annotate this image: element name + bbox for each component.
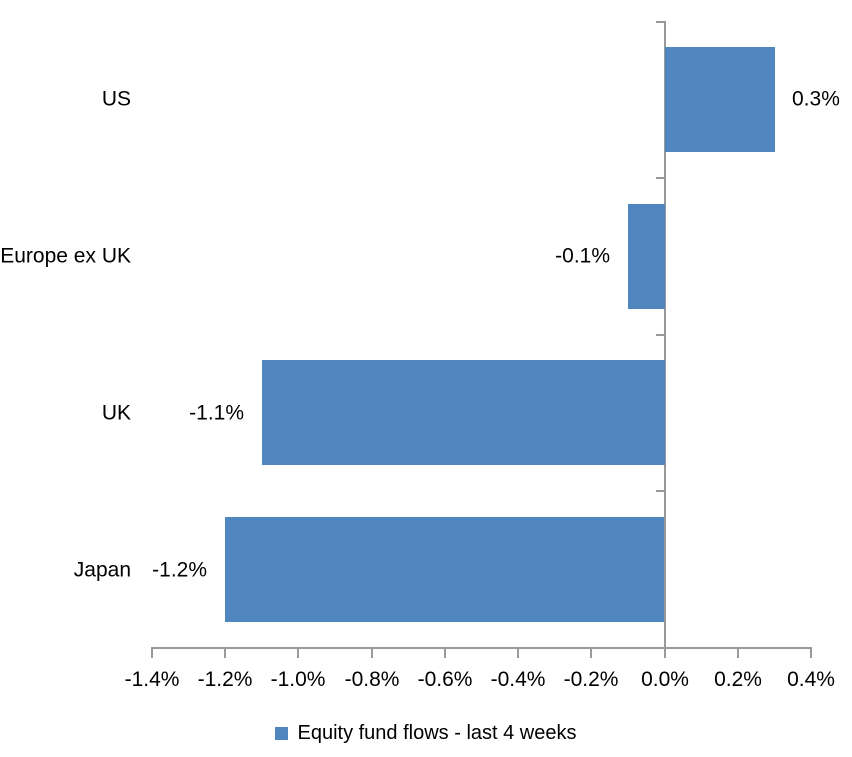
x-axis-tick <box>590 648 592 658</box>
category-label-europe-ex-uk: Europe ex UK <box>0 244 131 268</box>
category-label-japan: Japan <box>73 558 131 582</box>
x-axis-tick-label: -1.0% <box>270 668 326 691</box>
bar-us <box>665 47 775 152</box>
value-label-us: 0.3% <box>792 87 840 111</box>
legend-swatch-icon <box>275 726 289 740</box>
x-axis-tick-label: -0.6% <box>417 668 473 691</box>
y-axis-tick <box>656 334 664 336</box>
bar-europe-ex-uk <box>628 204 665 309</box>
x-axis-tick-label: 0.2% <box>714 668 762 691</box>
category-label-uk: UK <box>101 401 131 425</box>
legend: Equity fund flows - last 4 weeks <box>0 721 852 745</box>
bar-japan <box>225 517 664 622</box>
x-axis-tick <box>664 648 666 658</box>
x-axis-line <box>151 647 812 649</box>
x-axis-tick-label: -0.2% <box>563 668 619 691</box>
y-axis-tick <box>656 21 664 23</box>
value-label-europe-ex-uk: -0.1% <box>555 244 610 268</box>
y-axis-tick <box>656 490 664 492</box>
x-axis-tick <box>297 648 299 658</box>
x-axis-tick-label: 0.0% <box>641 668 689 691</box>
x-axis-tick <box>151 648 153 658</box>
x-axis-tick-label: -0.8% <box>344 668 400 691</box>
bar-uk <box>262 360 665 465</box>
x-axis-tick-label: -0.4% <box>490 668 546 691</box>
legend-label: Equity fund flows - last 4 weeks <box>297 722 577 744</box>
category-label-us: US <box>101 87 131 111</box>
value-label-uk: -1.1% <box>189 401 244 425</box>
y-axis-tick <box>656 177 664 179</box>
x-axis-tick-label: -1.2% <box>197 668 253 691</box>
x-axis-tick <box>810 648 812 658</box>
x-axis-tick <box>224 648 226 658</box>
value-label-japan: -1.2% <box>152 558 207 582</box>
y-axis-line <box>664 21 666 648</box>
x-axis-tick <box>737 648 739 658</box>
x-axis-tick-label: 0.4% <box>787 668 835 691</box>
x-axis-tick <box>517 648 519 658</box>
x-axis-tick <box>444 648 446 658</box>
x-axis-tick-label: -1.4% <box>124 668 180 691</box>
x-axis-tick <box>371 648 373 658</box>
